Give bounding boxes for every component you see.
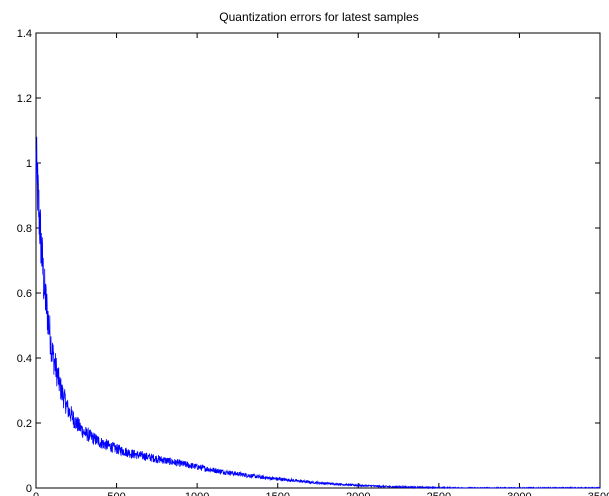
- x-tick-label: 2500: [427, 491, 451, 496]
- y-tick-labels: 0 0.2 0.4 0.6 0.8 1 1.2 1.4: [17, 28, 32, 495]
- y-tick-label: 0: [26, 483, 32, 495]
- x-tick-label: 2000: [346, 491, 370, 496]
- x-tick-labels: 0 500 1000 1500 2000 2500 3000 3500: [33, 491, 609, 496]
- x-tick-label: 500: [107, 491, 125, 496]
- x-tick-label: 0: [33, 491, 39, 496]
- x-tick-label: 3500: [588, 491, 609, 496]
- y-tick-label: 0.4: [17, 353, 32, 365]
- series-line: [35, 136, 601, 490]
- x-tick-label: 1000: [185, 491, 209, 496]
- y-tick-label: 1.2: [17, 93, 32, 105]
- y-tick-label: 1.4: [17, 28, 32, 40]
- x-tick-label: 1500: [265, 491, 289, 496]
- y-tick-label: 1: [26, 158, 32, 170]
- y-tick-label: 0.6: [17, 288, 32, 300]
- plot-frame: [35, 32, 601, 489]
- y-tick-label: 0.8: [17, 223, 32, 235]
- x-tick-label: 3000: [507, 491, 531, 496]
- y-tick-label: 0.2: [17, 418, 32, 430]
- chart-title: Quantization errors for latest samples: [219, 10, 418, 24]
